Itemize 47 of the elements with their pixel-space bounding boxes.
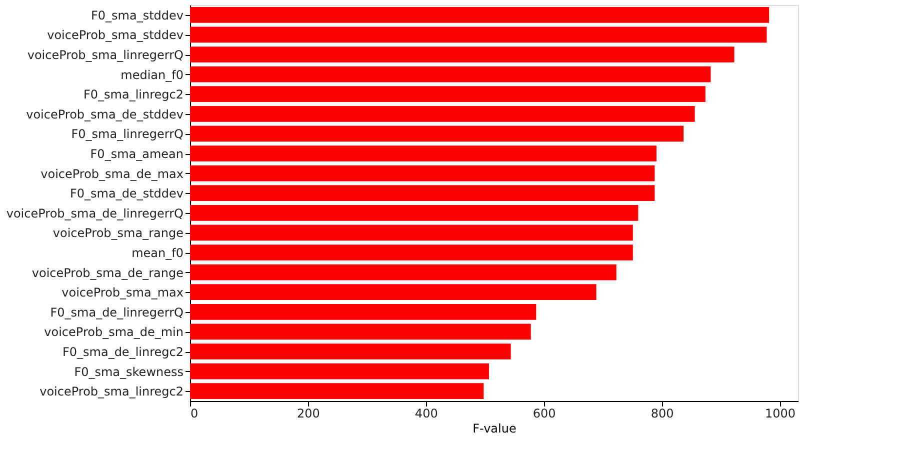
bar <box>190 146 656 162</box>
bar <box>190 6 770 23</box>
bar <box>190 224 633 241</box>
bar <box>190 304 536 320</box>
bar <box>190 185 655 202</box>
y-tick-label: voiceProb_sma_linregc2 <box>40 384 184 399</box>
bar <box>190 46 734 62</box>
y-tick-label: F0_sma_de_stddev <box>70 186 184 201</box>
y-tick-label: voiceProb_sma_max <box>62 286 184 300</box>
x-tick-label: 1000 <box>764 406 796 420</box>
y-tick-label: median_f0 <box>120 68 184 82</box>
y-tick-label: voiceProb_sma_de_stddev <box>26 107 184 122</box>
bar <box>190 126 684 142</box>
y-tick-label: F0_sma_linregc2 <box>83 88 184 102</box>
y-tick-label: F0_sma_amean <box>90 147 184 161</box>
y-tick-label: mean_f0 <box>132 246 184 260</box>
y-tick-label: voiceProb_sma_de_range <box>32 266 184 280</box>
bar <box>190 66 711 82</box>
y-tick-label: voiceProb_sma_de_linregerrQ <box>6 206 184 220</box>
y-tick-label: F0_sma_stddev <box>90 8 184 22</box>
bar <box>190 284 596 300</box>
y-tick-label: voiceProb_sma_stddev <box>47 28 184 42</box>
bar <box>190 204 638 221</box>
bar <box>190 106 695 122</box>
bar <box>190 324 531 340</box>
y-tick-label: F0_sma_skewness <box>74 364 184 379</box>
x-tick-label: 800 <box>650 406 674 420</box>
bar <box>190 344 511 360</box>
y-tick-label: F0_sma_de_linregerrQ <box>50 305 184 320</box>
y-tick-label: F0_sma_de_linregc2 <box>62 345 184 359</box>
bar <box>190 244 633 260</box>
bar <box>190 363 489 380</box>
y-tick-label: F0_sma_linregerrQ <box>71 127 184 142</box>
y-tick-label: voiceProb_sma_range <box>52 226 184 240</box>
y-tick-label: voiceProb_sma_de_min <box>44 325 184 340</box>
x-axis-title: F-value <box>472 422 516 436</box>
x-tick-label: 200 <box>296 406 320 420</box>
y-tick-label: voiceProb_sma_de_max <box>40 166 184 181</box>
x-tick-label: 600 <box>532 406 556 420</box>
bar <box>190 86 706 102</box>
bar <box>190 26 767 43</box>
bar <box>190 383 484 400</box>
bar <box>190 165 655 182</box>
x-tick-label: 0 <box>190 406 198 420</box>
x-tick-label: 400 <box>414 406 438 420</box>
bar <box>190 264 616 280</box>
y-tick-label: voiceProb_sma_linregerrQ <box>27 48 184 62</box>
